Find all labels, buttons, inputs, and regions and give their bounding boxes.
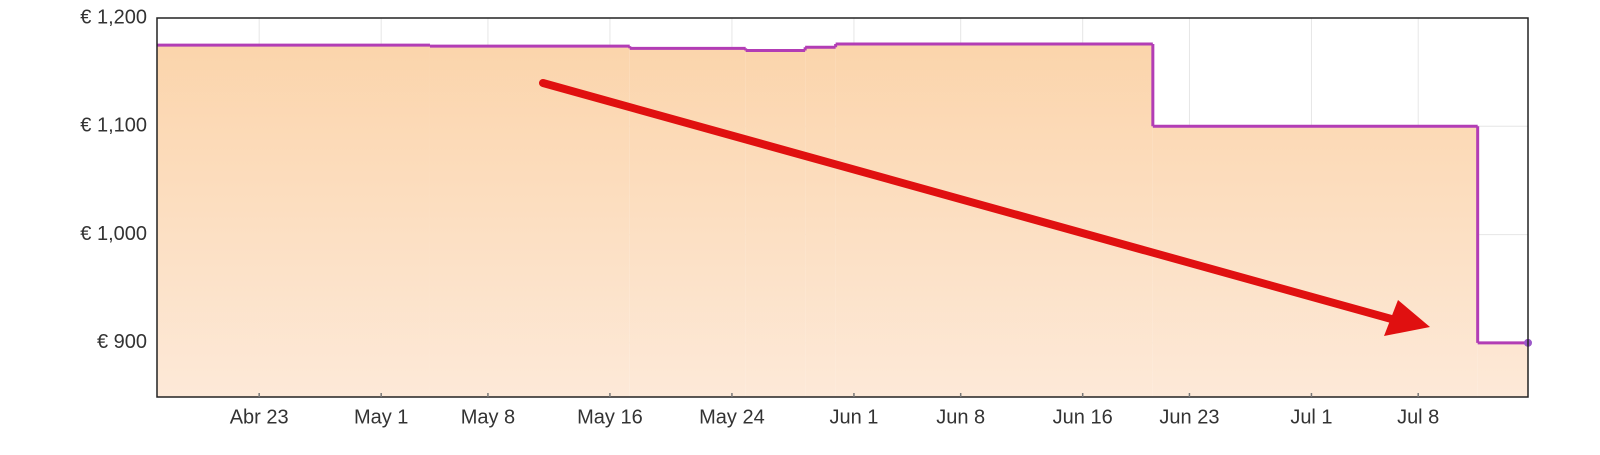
trend-arrow [539, 79, 1430, 336]
x-tick-label: Jun 8 [936, 406, 985, 428]
y-tick-label: € 1,200 [80, 6, 147, 28]
y-tick-label: € 1,000 [80, 223, 147, 245]
x-tick-label: Jun 23 [1159, 406, 1219, 428]
plot-frame [156, 17, 1529, 398]
x-tick-label: Jun 1 [829, 406, 878, 428]
area-step [805, 47, 836, 397]
area-step [429, 46, 630, 397]
plot [157, 42, 1532, 398]
x-tick-label: Jul 8 [1397, 406, 1439, 428]
x-tick-label: Abr 23 [230, 406, 289, 428]
labels: € 900 € 1,000 € 1,100 € 1,200 Abr 23 May 1 May… [80, 6, 1439, 428]
x-tick-label: Jun 16 [1053, 406, 1113, 428]
y-tick-label: € 900 [97, 331, 147, 353]
x-tick-label: May 8 [461, 406, 515, 428]
area-step [835, 43, 1153, 397]
arrow-head [1384, 300, 1430, 336]
area-step [1152, 126, 1478, 398]
x-tick-label: May 16 [577, 406, 643, 428]
area-step [1477, 342, 1528, 397]
x-tick-label: May 1 [354, 406, 408, 428]
arrow-shaft [539, 79, 1399, 324]
x-tick-label: May 24 [699, 406, 765, 428]
area-step [745, 50, 806, 397]
x-tick-label: Jul 1 [1290, 406, 1332, 428]
area-step [629, 48, 746, 397]
area-step [157, 45, 430, 397]
y-tick-label: € 1,100 [80, 115, 147, 137]
